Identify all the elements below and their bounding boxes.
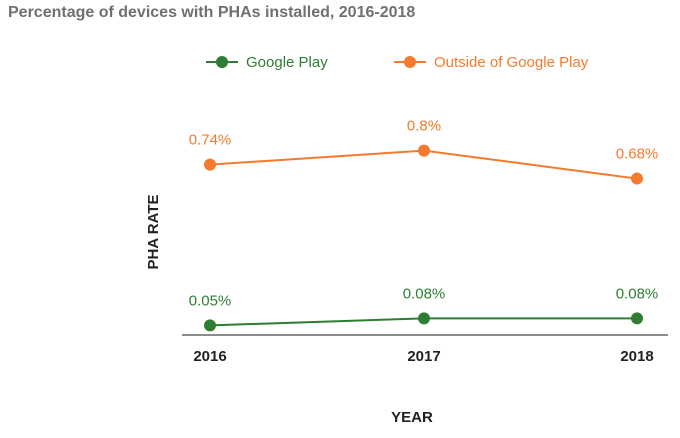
legend: Google Play Outside of Google Play — [206, 54, 589, 71]
chart-title: Percentage of devices with PHAs installe… — [8, 4, 416, 21]
data-label-2018: 0.08% — [616, 285, 659, 302]
data-point-2016 — [204, 158, 216, 171]
data-point-2017 — [418, 144, 430, 157]
series-google-play: 0.05% 0.08% 0.08% — [189, 285, 659, 332]
data-label-2018: 0.68% — [616, 146, 659, 163]
plot-area: 0.05% 0.08% 0.08% 0.74% 0.8% 0.68% — [189, 118, 659, 332]
series-outside-of-google-play: 0.74% 0.8% 0.68% — [189, 118, 659, 185]
legend-marker-icon — [404, 56, 416, 68]
data-point-2018 — [631, 312, 643, 325]
data-label-2017: 0.08% — [403, 285, 446, 302]
data-label-2016: 0.05% — [189, 292, 232, 309]
data-label-2016: 0.74% — [189, 132, 232, 149]
x-tick-label-2017: 2017 — [407, 348, 440, 365]
x-tick-label-2018: 2018 — [620, 348, 653, 365]
x-tick-label-2016: 2016 — [193, 348, 226, 365]
legend-item-google-play: Google Play — [206, 54, 328, 71]
data-label-2017: 0.8% — [407, 118, 441, 135]
data-point-2016 — [204, 319, 216, 332]
legend-label: Outside of Google Play — [434, 54, 589, 71]
x-axis-label: YEAR — [391, 409, 433, 426]
legend-item-outside-of-google-play: Outside of Google Play — [394, 54, 589, 71]
y-axis-label: PHA RATE — [145, 195, 162, 270]
data-point-2017 — [418, 312, 430, 325]
data-point-2018 — [631, 172, 643, 185]
x-ticks: 2016 2017 2018 — [193, 348, 653, 365]
legend-marker-icon — [216, 56, 228, 68]
legend-label: Google Play — [246, 54, 328, 71]
